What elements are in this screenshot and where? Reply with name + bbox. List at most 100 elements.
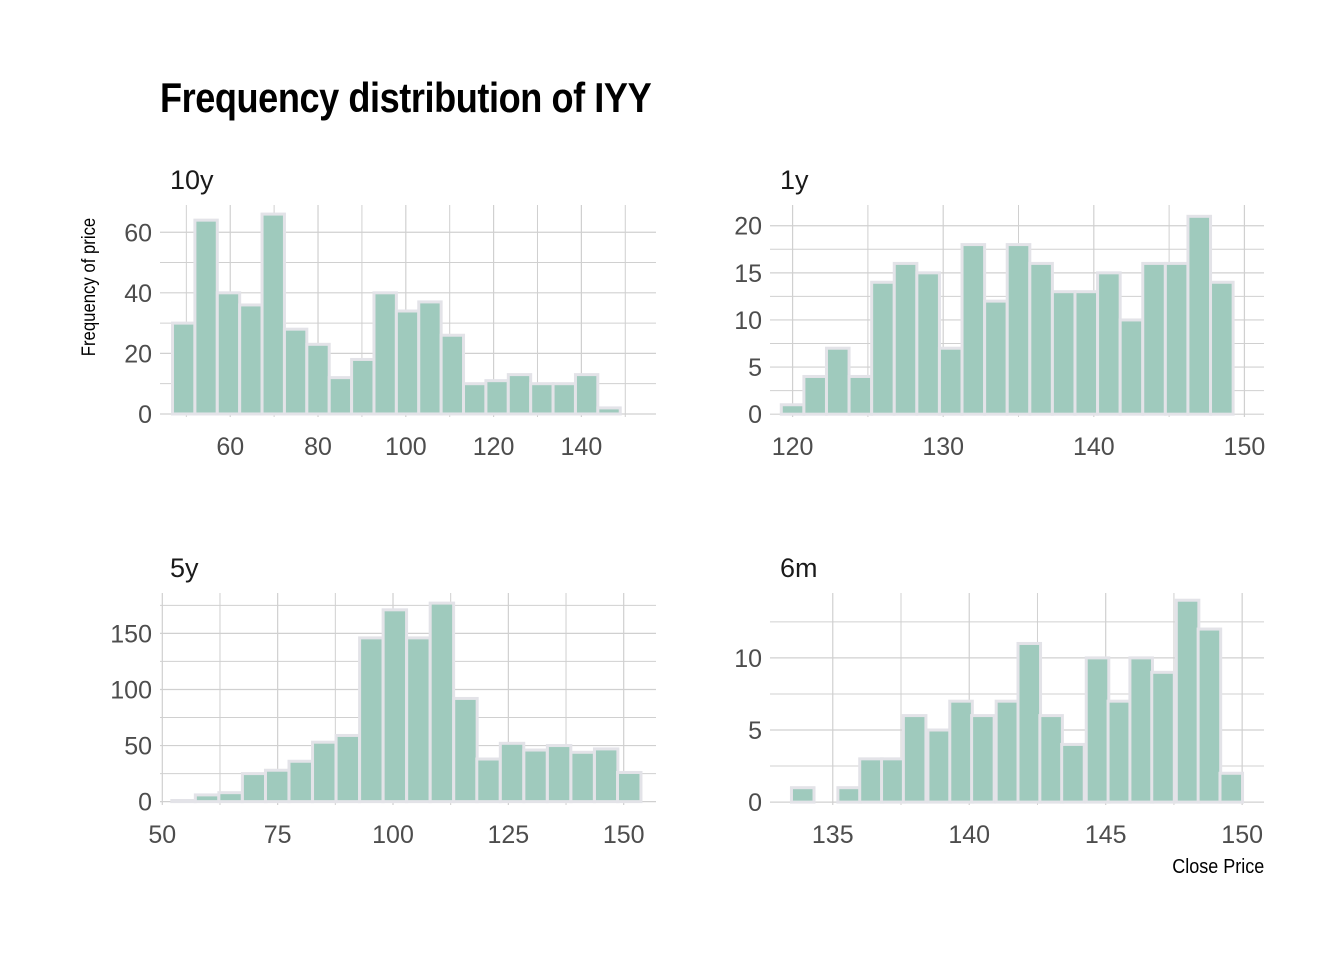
histogram-bar bbox=[372, 291, 398, 416]
y-tick-label: 60 bbox=[124, 219, 152, 247]
x-tick-label: 100 bbox=[372, 821, 414, 849]
facet-5y: 50 75 100 125 150 0 50 100 150 5y bbox=[110, 553, 656, 849]
y-tick-label: 10 bbox=[734, 307, 762, 335]
histogram-bar bbox=[287, 759, 314, 804]
histogram-bar bbox=[334, 733, 362, 804]
y-tick-label: 20 bbox=[124, 340, 152, 368]
histogram-bar bbox=[462, 382, 488, 416]
x-tick-label: 80 bbox=[304, 433, 332, 461]
x-tick-label: 75 bbox=[264, 821, 292, 849]
x-tick-label: 50 bbox=[148, 821, 176, 849]
histogram-bar bbox=[1163, 261, 1190, 416]
histogram-bar bbox=[970, 714, 996, 804]
histogram-bar bbox=[1106, 699, 1133, 804]
histogram-bar bbox=[1016, 641, 1043, 804]
histogram-bar bbox=[824, 346, 851, 416]
histogram-bar bbox=[1186, 214, 1213, 416]
histogram-bar bbox=[779, 403, 806, 416]
histogram-bar bbox=[452, 696, 479, 804]
histogram-bar bbox=[789, 786, 816, 804]
histogram-bar bbox=[350, 357, 376, 416]
histogram-bar bbox=[994, 699, 1021, 804]
histogram-bar bbox=[170, 799, 197, 804]
facet-title: 5y bbox=[170, 553, 199, 583]
histogram-bar bbox=[1084, 656, 1111, 804]
histogram-bar bbox=[311, 740, 338, 804]
x-tick-label: 125 bbox=[487, 821, 529, 849]
histogram-bar bbox=[1118, 318, 1145, 416]
histogram-bar bbox=[551, 382, 577, 416]
histogram-bar bbox=[926, 728, 952, 804]
histogram-bar bbox=[545, 744, 573, 804]
histogram-bar bbox=[193, 218, 219, 416]
x-tick-label: 100 bbox=[385, 433, 427, 461]
histogram-bar bbox=[394, 309, 421, 416]
histogram-bar bbox=[522, 748, 549, 804]
facet-title: 6m bbox=[780, 553, 818, 583]
facet-6m: 135 140 145 150 0 5 10 6m bbox=[734, 553, 1264, 849]
histogram-bar bbox=[983, 299, 1009, 416]
histogram-bar bbox=[405, 636, 432, 804]
histogram-bar bbox=[215, 291, 242, 416]
x-axis-label: Close Price bbox=[1171, 856, 1264, 878]
x-tick-label: 60 bbox=[216, 433, 244, 461]
x-tick-label: 135 bbox=[812, 821, 854, 849]
y-tick-label: 20 bbox=[734, 213, 762, 241]
histogram-bar bbox=[1196, 627, 1223, 804]
histogram-bar bbox=[901, 714, 928, 804]
facet-title: 1y bbox=[780, 165, 809, 195]
histogram-bar bbox=[529, 382, 555, 416]
histogram-bar bbox=[847, 374, 874, 416]
histogram-bar bbox=[937, 346, 964, 416]
y-tick-label: 0 bbox=[748, 789, 762, 817]
x-tick-label: 150 bbox=[1224, 433, 1266, 461]
histogram-bar bbox=[1141, 261, 1167, 416]
histogram-bar bbox=[569, 750, 596, 804]
histogram-bar bbox=[880, 757, 906, 804]
x-tick-label: 150 bbox=[603, 821, 645, 849]
histogram-bar bbox=[1128, 656, 1154, 804]
chart-title: Frequency distribution of IYY bbox=[160, 74, 652, 121]
histogram-bar bbox=[1174, 598, 1201, 804]
y-tick-label: 5 bbox=[748, 354, 762, 382]
y-tick-label: 150 bbox=[110, 620, 152, 648]
histogram-bar bbox=[616, 770, 643, 804]
histogram-bar bbox=[1038, 714, 1064, 804]
histogram-bar bbox=[858, 757, 884, 804]
facet-title: 10y bbox=[170, 165, 214, 195]
x-tick-label: 120 bbox=[473, 433, 515, 461]
histogram-bar bbox=[263, 768, 291, 804]
histogram-bar bbox=[592, 747, 620, 804]
x-tick-label: 140 bbox=[948, 821, 990, 849]
y-tick-label: 40 bbox=[124, 280, 152, 308]
histogram-bar bbox=[193, 793, 221, 804]
histogram-bar bbox=[836, 786, 862, 804]
histogram-bar bbox=[475, 757, 502, 804]
histogram-bar bbox=[892, 261, 919, 416]
histogram-bar bbox=[381, 608, 409, 804]
histogram-bar bbox=[915, 271, 941, 416]
histogram-bar bbox=[217, 791, 244, 804]
histogram-bar bbox=[358, 636, 385, 804]
histogram-bar bbox=[428, 601, 456, 804]
facet-1y: 120 130 140 150 0 5 10 15 20 1y bbox=[734, 165, 1265, 461]
facet-10y: 60 80 100 120 140 0 20 40 60 10y bbox=[124, 165, 656, 461]
y-tick-label: 0 bbox=[138, 401, 152, 429]
histogram-bar bbox=[1050, 290, 1077, 416]
histogram-bar bbox=[596, 406, 622, 416]
x-tick-label: 140 bbox=[561, 433, 603, 461]
y-tick-label: 50 bbox=[124, 733, 152, 761]
histogram-bar bbox=[1073, 290, 1100, 416]
x-tick-label: 150 bbox=[1221, 821, 1263, 849]
histogram-bar bbox=[960, 243, 987, 416]
x-tick-label: 130 bbox=[922, 433, 964, 461]
histogram-bar bbox=[171, 321, 197, 416]
y-tick-label: 5 bbox=[748, 717, 762, 745]
x-tick-label: 120 bbox=[772, 433, 814, 461]
histogram-bar bbox=[1096, 271, 1122, 416]
histogram-bar bbox=[498, 741, 526, 804]
histogram-bar bbox=[439, 333, 466, 416]
histogram-bar bbox=[305, 342, 331, 416]
histogram-bar bbox=[240, 772, 268, 804]
